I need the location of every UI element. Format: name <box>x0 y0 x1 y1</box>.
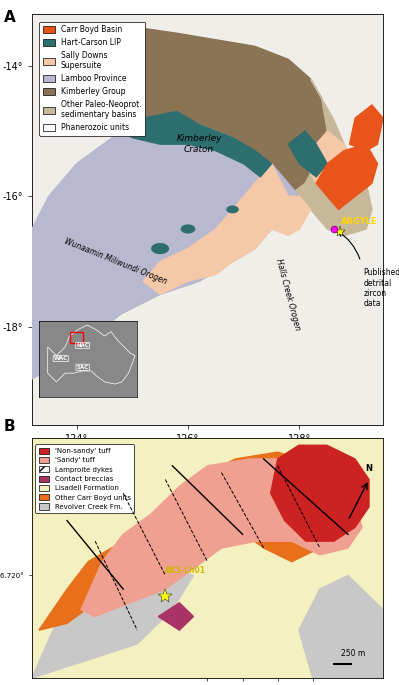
Polygon shape <box>32 562 194 678</box>
Text: N: N <box>365 464 373 473</box>
Polygon shape <box>143 164 310 295</box>
Text: B: B <box>4 419 16 434</box>
Legend: Carr Boyd Basin, Hart-Carson LIP, Sally Downs
Supersuite, Lamboo Province, Kimbe: Carr Boyd Basin, Hart-Carson LIP, Sally … <box>39 22 145 136</box>
Polygon shape <box>350 105 383 151</box>
Legend: 'Non-sandy' tuff, 'Sandy' tuff, Lamproite dykes, Contact breccias, Lisadell Form: 'Non-sandy' tuff, 'Sandy' tuff, Lamproit… <box>36 445 134 513</box>
Text: Published
detrital
zircon
data: Published detrital zircon data <box>363 268 399 308</box>
Text: 250 m: 250 m <box>341 649 365 658</box>
Polygon shape <box>81 459 362 616</box>
Polygon shape <box>288 131 327 177</box>
Polygon shape <box>182 225 195 233</box>
Polygon shape <box>305 131 355 197</box>
Text: ARGYLE: ARGYLE <box>341 216 378 226</box>
Polygon shape <box>288 79 372 236</box>
Polygon shape <box>316 144 377 210</box>
Polygon shape <box>227 206 238 212</box>
Polygon shape <box>158 603 194 630</box>
Polygon shape <box>152 244 168 253</box>
Polygon shape <box>299 575 383 678</box>
Text: Kimberley
Craton: Kimberley Craton <box>176 134 222 154</box>
Text: A: A <box>4 10 16 25</box>
Polygon shape <box>21 118 299 379</box>
Polygon shape <box>271 445 369 541</box>
Text: Halls Creek Orogen: Halls Creek Orogen <box>275 258 302 331</box>
Polygon shape <box>43 197 299 360</box>
Polygon shape <box>82 27 327 203</box>
Text: Wunaamin Miliwundi Orogen: Wunaamin Miliwundi Orogen <box>63 237 168 286</box>
Polygon shape <box>39 452 362 630</box>
Polygon shape <box>121 112 272 177</box>
Text: AK1-Lh01: AK1-Lh01 <box>165 566 206 575</box>
